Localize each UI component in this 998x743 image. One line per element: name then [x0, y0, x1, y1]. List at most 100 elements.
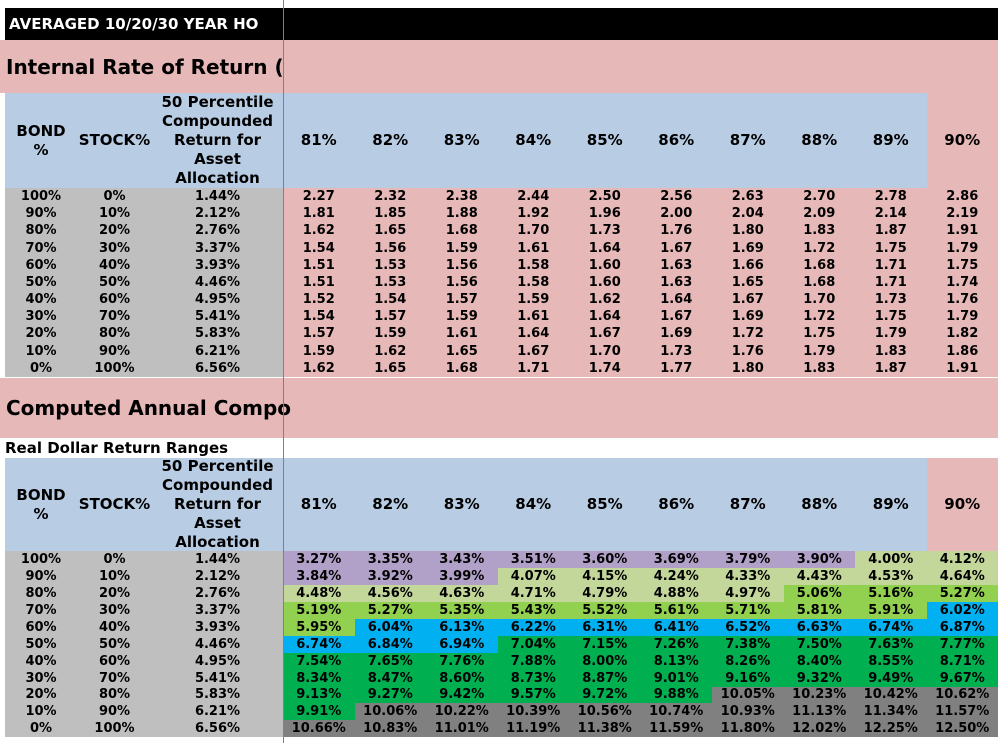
value-cell[interactable]: 11.19% — [497, 720, 569, 738]
value-cell[interactable]: 11.57% — [926, 703, 998, 721]
value-cell[interactable]: 1.61 — [497, 308, 569, 326]
value-cell[interactable]: 4.43% — [783, 567, 855, 585]
stock-pct-cell[interactable]: 100% — [77, 359, 152, 377]
value-cell[interactable]: 8.60% — [426, 669, 498, 687]
value-cell[interactable]: 6.63% — [783, 618, 855, 636]
value-cell[interactable]: 1.76 — [926, 291, 998, 309]
value-cell[interactable]: 10.66% — [283, 720, 355, 738]
value-cell[interactable]: 10.83% — [354, 720, 426, 738]
median-return-cell[interactable]: 4.95% — [152, 652, 283, 670]
column-header-rate-86[interactable]: 86% — [640, 93, 712, 188]
value-cell[interactable]: 6.87% — [926, 618, 998, 636]
value-cell[interactable]: 1.72 — [783, 308, 855, 326]
value-cell[interactable]: 1.51 — [283, 273, 355, 292]
bond-pct-cell[interactable]: 90% — [5, 567, 77, 585]
value-cell[interactable]: 1.91 — [926, 359, 998, 377]
value-cell[interactable]: 1.66 — [712, 256, 784, 274]
bond-pct-cell[interactable]: 80% — [5, 222, 77, 240]
value-cell[interactable]: 1.96 — [569, 205, 641, 223]
value-cell[interactable]: 6.02% — [926, 601, 998, 619]
column-header-stock[interactable]: STOCK% — [77, 93, 152, 188]
value-cell[interactable]: 1.71 — [855, 256, 927, 274]
value-cell[interactable]: 7.38% — [712, 635, 784, 653]
value-cell[interactable]: 4.71% — [497, 584, 569, 602]
value-cell[interactable]: 2.27 — [283, 188, 355, 206]
value-cell[interactable]: 3.92% — [354, 567, 426, 585]
value-cell[interactable]: 10.06% — [354, 703, 426, 721]
value-cell[interactable]: 1.74 — [569, 359, 641, 377]
bond-pct-cell[interactable]: 100% — [5, 188, 77, 206]
median-return-cell[interactable]: 2.12% — [152, 567, 283, 585]
value-cell[interactable]: 1.64 — [497, 325, 569, 343]
value-cell[interactable]: 3.35% — [354, 551, 426, 568]
median-return-cell[interactable]: 4.46% — [152, 635, 283, 653]
value-cell[interactable]: 1.68 — [783, 256, 855, 274]
median-return-cell[interactable]: 4.95% — [152, 291, 283, 309]
value-cell[interactable]: 1.65 — [712, 273, 784, 292]
value-cell[interactable]: 1.56 — [426, 256, 498, 274]
value-cell[interactable]: 4.53% — [855, 567, 927, 585]
stock-pct-cell[interactable]: 50% — [77, 635, 152, 653]
value-cell[interactable]: 1.61 — [497, 239, 569, 257]
value-cell[interactable]: 1.87 — [855, 359, 927, 377]
value-cell[interactable]: 7.76% — [426, 652, 498, 670]
value-cell[interactable]: 4.79% — [569, 584, 641, 602]
stock-pct-cell[interactable]: 40% — [77, 618, 152, 636]
bond-pct-cell[interactable]: 50% — [5, 635, 77, 653]
bond-pct-cell[interactable]: 90% — [5, 205, 77, 223]
median-return-cell[interactable]: 6.56% — [152, 720, 283, 738]
value-cell[interactable]: 1.75 — [783, 325, 855, 343]
value-cell[interactable]: 6.94% — [426, 635, 498, 653]
value-cell[interactable]: 1.54 — [283, 308, 355, 326]
value-cell[interactable]: 1.70 — [497, 222, 569, 240]
value-cell[interactable]: 9.91% — [283, 703, 355, 721]
median-return-cell[interactable]: 5.41% — [152, 669, 283, 687]
value-cell[interactable]: 1.63 — [640, 273, 712, 292]
stock-pct-cell[interactable]: 60% — [77, 291, 152, 309]
value-cell[interactable]: 1.59 — [283, 342, 355, 360]
column-header-rate-82[interactable]: 82% — [354, 458, 426, 551]
bond-pct-cell[interactable]: 0% — [5, 720, 77, 738]
value-cell[interactable]: 1.62 — [569, 291, 641, 309]
value-cell[interactable]: 1.54 — [354, 291, 426, 309]
value-cell[interactable]: 7.54% — [283, 652, 355, 670]
value-cell[interactable]: 11.01% — [426, 720, 498, 738]
bond-pct-cell[interactable]: 80% — [5, 584, 77, 602]
value-cell[interactable]: 4.88% — [640, 584, 712, 602]
value-cell[interactable]: 9.72% — [569, 686, 641, 704]
stock-pct-cell[interactable]: 20% — [77, 222, 152, 240]
value-cell[interactable]: 6.22% — [497, 618, 569, 636]
value-cell[interactable]: 1.56 — [354, 239, 426, 257]
median-return-cell[interactable]: 5.41% — [152, 308, 283, 326]
column-header-percentile[interactable]: 50 Percentile Compounded Return for Asse… — [152, 93, 283, 188]
value-cell[interactable]: 4.15% — [569, 567, 641, 585]
value-cell[interactable]: 1.64 — [640, 291, 712, 309]
value-cell[interactable]: 1.79 — [855, 325, 927, 343]
column-header-rate-85[interactable]: 85% — [569, 458, 641, 551]
value-cell[interactable]: 1.75 — [926, 256, 998, 274]
value-cell[interactable]: 1.73 — [569, 222, 641, 240]
value-cell[interactable]: 1.69 — [712, 239, 784, 257]
value-cell[interactable]: 1.58 — [497, 273, 569, 292]
bond-pct-cell[interactable]: 50% — [5, 273, 77, 292]
value-cell[interactable]: 1.68 — [783, 273, 855, 292]
column-header-rate-90[interactable]: 90% — [926, 93, 998, 188]
median-return-cell[interactable]: 5.83% — [152, 325, 283, 343]
value-cell[interactable]: 6.13% — [426, 618, 498, 636]
value-cell[interactable]: 6.04% — [354, 618, 426, 636]
value-cell[interactable]: 10.05% — [712, 686, 784, 704]
value-cell[interactable]: 11.80% — [712, 720, 784, 738]
value-cell[interactable]: 5.81% — [783, 601, 855, 619]
bond-pct-cell[interactable]: 10% — [5, 703, 77, 721]
value-cell[interactable]: 1.79 — [926, 239, 998, 257]
column-header-rate-87[interactable]: 87% — [712, 93, 784, 188]
value-cell[interactable]: 2.19 — [926, 205, 998, 223]
value-cell[interactable]: 1.67 — [569, 325, 641, 343]
value-cell[interactable]: 1.59 — [426, 239, 498, 257]
value-cell[interactable]: 1.74 — [926, 273, 998, 292]
value-cell[interactable]: 8.26% — [712, 652, 784, 670]
value-cell[interactable]: 4.33% — [712, 567, 784, 585]
column-header-bond[interactable]: BOND % — [5, 458, 77, 551]
value-cell[interactable]: 1.83 — [783, 359, 855, 377]
value-cell[interactable]: 4.56% — [354, 584, 426, 602]
